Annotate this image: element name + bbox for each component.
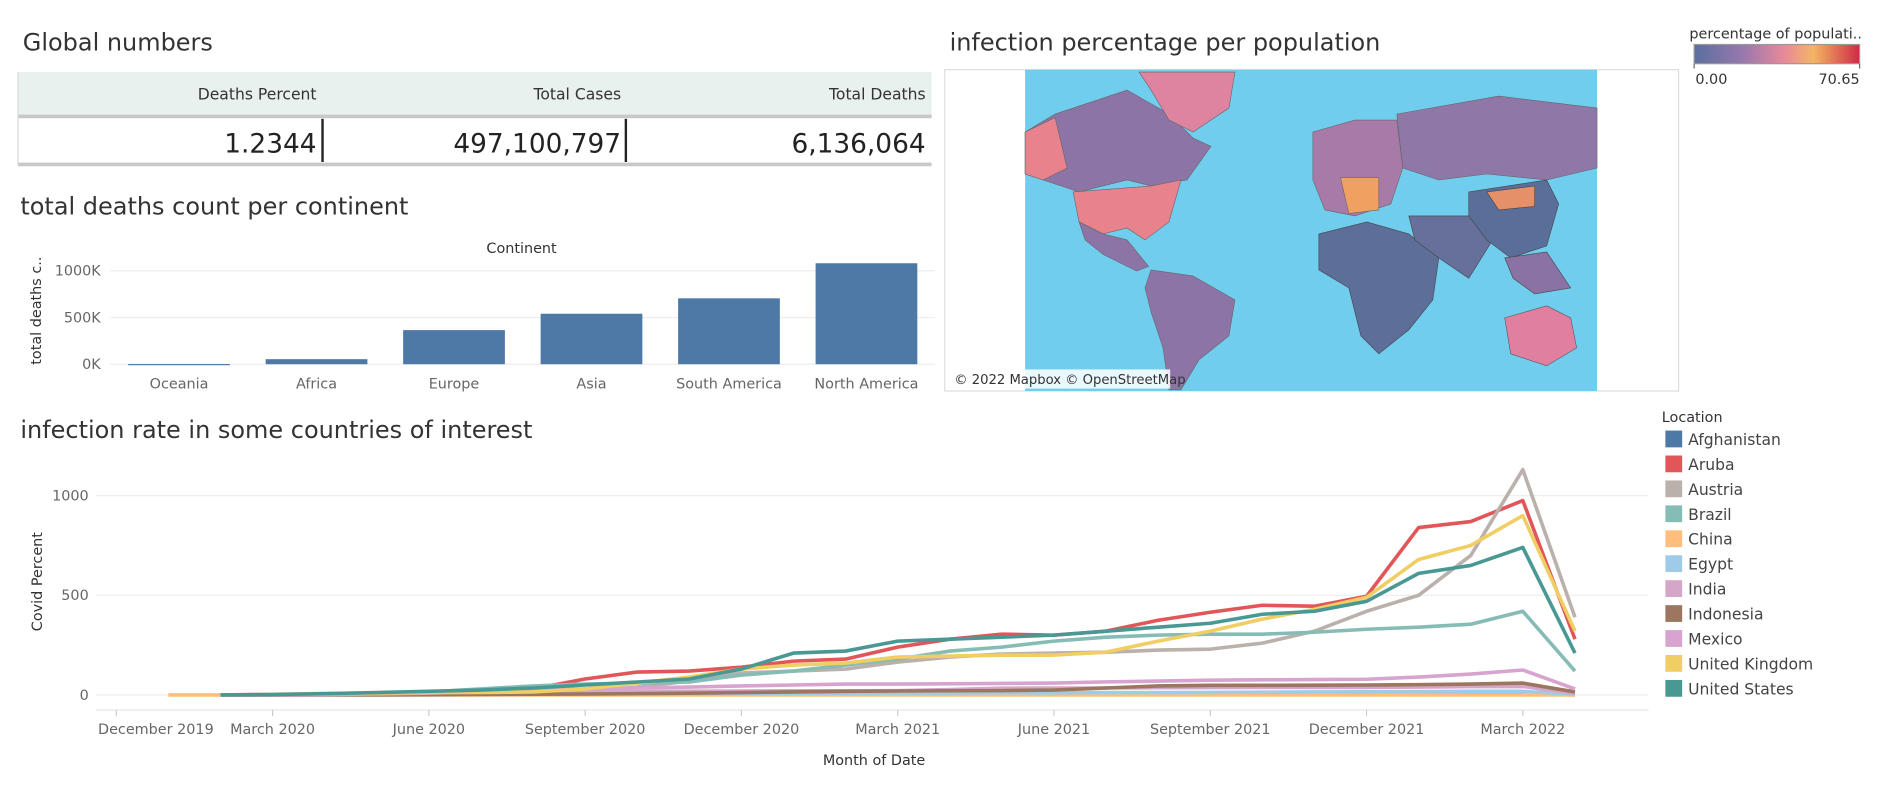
legend-min: 0.00	[1695, 72, 1727, 88]
column-header: Continent	[486, 241, 557, 257]
y-tick-label: 0K	[82, 357, 101, 373]
europe-high	[1340, 177, 1380, 214]
x-tick-label: Africa	[296, 377, 337, 393]
section-title: Global numbers	[23, 28, 213, 56]
attribution-box	[950, 369, 1171, 389]
mongolia	[1486, 185, 1535, 211]
legend-label: Afghanistan	[1688, 431, 1781, 449]
series-line	[220, 513, 1577, 697]
x-tick-label: March 2020	[230, 722, 315, 738]
greenland	[1138, 71, 1236, 133]
legend-label: India	[1688, 581, 1726, 599]
central-america	[1078, 221, 1150, 272]
australia	[1504, 305, 1577, 367]
table-header-band	[17, 72, 932, 117]
alaska	[1024, 117, 1068, 181]
bar	[128, 364, 230, 366]
legend-label: Brazil	[1688, 506, 1731, 524]
bar	[815, 263, 918, 365]
x-tick-label: December 2020	[684, 722, 800, 738]
y-axis-title: Covid Percent	[30, 532, 46, 631]
column-header: Total Deaths	[828, 86, 926, 104]
russia	[1396, 95, 1598, 181]
bar	[403, 330, 505, 365]
series-line	[220, 467, 1577, 697]
y-tick-label: 0	[80, 688, 89, 704]
legend-label: China	[1688, 531, 1733, 549]
legend-label: United States	[1688, 680, 1794, 698]
legend-swatch	[1665, 580, 1683, 597]
section-title: infection percentage per population	[950, 28, 1381, 56]
europe	[1312, 119, 1404, 217]
x-tick-label: South America	[676, 377, 782, 393]
legend-label: Egypt	[1688, 556, 1733, 574]
bar	[678, 298, 780, 365]
south-america	[1144, 269, 1236, 391]
legend-swatch	[1665, 480, 1683, 498]
legend-title: Location	[1662, 410, 1723, 426]
x-tick-label: North America	[814, 377, 918, 393]
legend-swatch	[1665, 655, 1683, 672]
chart-title: infection rate in some countries of inte…	[20, 416, 532, 444]
x-tick-label: Asia	[576, 377, 606, 393]
x-axis-title: Month of Date	[823, 753, 926, 769]
y-tick-label: 1000	[52, 488, 89, 504]
series-line	[220, 681, 1576, 697]
world-map	[1024, 69, 1598, 392]
bar	[265, 359, 368, 365]
china	[1468, 179, 1559, 259]
color-ramp	[1693, 43, 1861, 65]
legend-label: United Kingdom	[1688, 655, 1813, 673]
table-value: 1.2344	[224, 129, 316, 159]
southeast-asia	[1504, 251, 1572, 295]
column-header: Total Cases	[532, 86, 621, 104]
legend-swatch	[1665, 605, 1683, 622]
x-tick-label: December 2019	[98, 722, 214, 738]
legend-swatch	[1665, 505, 1683, 523]
legend-swatch	[1665, 455, 1683, 473]
legend-label: Aruba	[1688, 456, 1734, 474]
y-tick-label: 1000K	[55, 264, 102, 280]
x-tick-label: June 2020	[392, 722, 465, 738]
x-tick-label: September 2021	[1150, 722, 1271, 738]
x-tick-label: December 2021	[1309, 722, 1425, 738]
table-value: 497,100,797	[453, 129, 621, 159]
x-tick-label: March 2022	[1480, 722, 1565, 738]
x-tick-label: Europe	[429, 377, 480, 393]
x-tick-label: June 2021	[1017, 722, 1090, 738]
x-tick-label: Oceania	[150, 377, 209, 393]
series-line	[220, 545, 1577, 697]
africa	[1318, 221, 1440, 355]
table-value: 6,136,064	[791, 129, 925, 159]
legend-swatch	[1665, 555, 1683, 573]
column-header: Deaths Percent	[198, 86, 317, 104]
x-tick-label: September 2020	[525, 722, 646, 738]
x-tick-label: March 2021	[855, 722, 940, 738]
legend-title: percentage of populati..	[1689, 27, 1862, 43]
legend-swatch	[1665, 430, 1683, 448]
y-tick-label: 500K	[64, 310, 101, 326]
legend-label: Austria	[1688, 481, 1743, 499]
bar	[540, 313, 643, 365]
legend-swatch	[1665, 679, 1683, 697]
legend-label: Mexico	[1688, 630, 1742, 648]
legend-max: 70.65	[1818, 72, 1859, 88]
y-tick-label: 500	[61, 588, 88, 604]
chart-title: total deaths count per continent	[20, 193, 408, 221]
legend-swatch	[1665, 630, 1683, 647]
legend-label: Indonesia	[1688, 606, 1763, 624]
y-axis-title: total deaths c..	[29, 257, 45, 365]
legend-swatch	[1665, 530, 1683, 548]
map-attribution[interactable]: © 2022 Mapbox © OpenStreetMap	[954, 373, 1185, 388]
